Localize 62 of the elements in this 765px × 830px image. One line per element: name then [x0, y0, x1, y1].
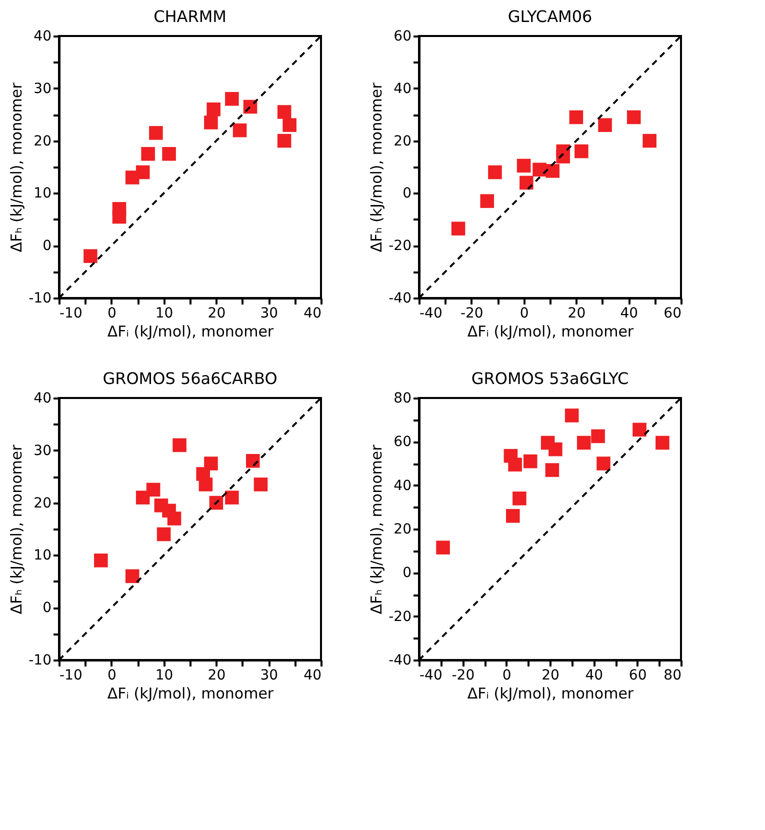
y-tick-label: -20	[388, 238, 412, 254]
y-tick-label: -40	[388, 290, 412, 306]
y-tick-label: 20	[394, 522, 412, 538]
y-axis-title: ΔFₕ (kJ/mol), monomer	[8, 82, 26, 252]
chart-title: CHARMM	[154, 7, 226, 26]
y-axis-title: ΔFₕ (kJ/mol), monomer	[8, 444, 26, 614]
y-tick-label: 0	[402, 565, 412, 582]
x-tick-label: 40	[304, 668, 322, 684]
y-tick-label: 40	[394, 80, 412, 97]
x-tick-label: 30	[260, 306, 278, 322]
y-tick-label: 10	[34, 186, 52, 202]
chart-title: GROMOS 53a6GLYC	[471, 369, 629, 388]
y-tick-label: 0	[402, 186, 412, 202]
y-tick-label: 30	[34, 80, 52, 97]
x-axis-title: ΔFᵢ (kJ/mol), monomer	[107, 322, 274, 340]
y-tick-label: -10	[28, 652, 52, 668]
y-tick-label: -20	[388, 608, 412, 625]
x-tick-label: -40	[420, 306, 442, 322]
x-tick-label: 60	[628, 668, 647, 684]
chart-title: GROMOS 56a6CARBO	[102, 369, 278, 388]
x-tick-label: -20	[460, 306, 484, 322]
x-tick-label: 0	[107, 668, 116, 684]
y-tick-label: 10	[34, 548, 52, 564]
x-axis-title: ΔFᵢ (kJ/mol), monomer	[467, 684, 634, 702]
x-tick-label: 0	[502, 668, 512, 684]
x-tick-label: -40	[420, 668, 442, 684]
y-tick-label: -40	[388, 652, 412, 668]
y-axis-title: ΔFₕ (kJ/mol), monomer	[368, 82, 386, 252]
x-axis-title: ΔFᵢ (kJ/mol), monomer	[467, 322, 634, 340]
x-tick-label: 10	[155, 668, 174, 684]
y-axis-title: ΔFₕ (kJ/mol), monomer	[368, 444, 386, 614]
y-tick-label: 40	[394, 478, 412, 494]
y-tick-label: 0	[42, 238, 52, 254]
y-tick-label: 40	[34, 28, 52, 44]
x-tick-label: 40	[620, 306, 638, 322]
x-tick-label: 20	[568, 306, 586, 322]
chart-title: GLYCAM06	[508, 7, 592, 26]
x-tick-label: 20	[208, 306, 226, 322]
x-tick-label: 0	[520, 306, 529, 322]
x-tick-label: 10	[155, 306, 174, 322]
y-tick-label: 20	[34, 495, 52, 512]
y-tick-label: 40	[34, 390, 52, 406]
y-tick-label: 20	[394, 133, 412, 150]
x-tick-label: -10	[60, 668, 82, 684]
x-tick-label: -20	[452, 668, 475, 684]
x-tick-label: 20	[542, 668, 560, 684]
x-tick-label: 0	[107, 306, 116, 322]
y-tick-label: 60	[394, 28, 412, 44]
y-tick-label: 60	[394, 434, 412, 450]
y-tick-label: 0	[42, 600, 52, 616]
x-tick-label: -10	[60, 306, 82, 322]
y-tick-label: 30	[34, 442, 52, 459]
x-tick-label: 80	[664, 668, 682, 684]
x-tick-label: 40	[304, 306, 322, 322]
y-tick-label: 20	[34, 133, 52, 150]
y-tick-label: 80	[394, 390, 412, 406]
x-tick-label: 20	[208, 668, 226, 684]
y-tick-label: -10	[28, 290, 52, 306]
x-tick-label: 30	[260, 668, 278, 684]
x-tick-label: 40	[585, 668, 604, 684]
x-tick-label: 60	[664, 306, 682, 322]
x-axis-title: ΔFᵢ (kJ/mol), monomer	[107, 684, 274, 702]
